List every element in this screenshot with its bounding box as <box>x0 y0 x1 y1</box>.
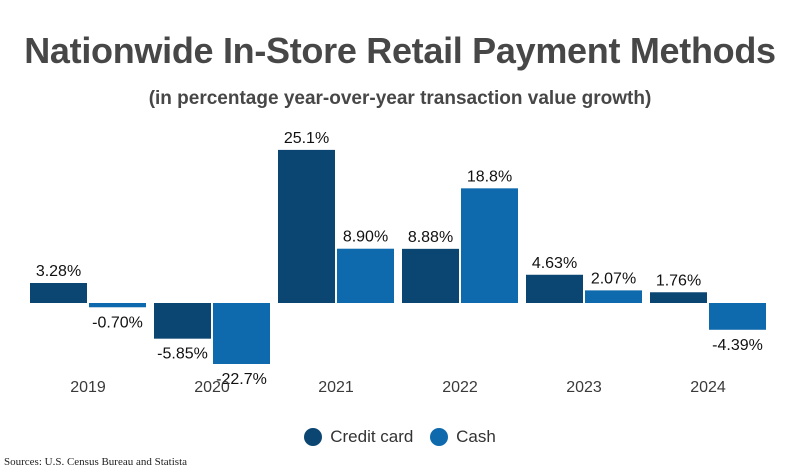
legend-item-cash: Cash <box>430 427 496 447</box>
chart-title: Nationwide In-Store Retail Payment Metho… <box>24 30 776 71</box>
legend-label-cash: Cash <box>456 427 496 446</box>
x-tick-label-2023: 2023 <box>566 379 602 396</box>
data-label-cash-2019: -0.70% <box>92 314 143 331</box>
bar-credit-card-2020 <box>154 303 211 339</box>
bar-cash-2023 <box>585 290 642 303</box>
legend-swatch-credit-card <box>304 428 323 446</box>
data-label-credit-card-2020: -5.85% <box>157 346 208 363</box>
bar-cash-2024 <box>709 303 766 330</box>
legend-label-credit-card: Credit card <box>330 427 414 446</box>
legend-swatch-cash <box>430 428 449 446</box>
data-label-credit-card-2022: 8.88% <box>408 229 453 246</box>
bar-cash-2022 <box>461 188 518 303</box>
data-label-cash-2020: -22.7% <box>216 371 267 388</box>
x-tick-label-2024: 2024 <box>690 379 726 396</box>
bar-cash-2019 <box>89 303 146 308</box>
x-tick-label-2019: 2019 <box>70 379 106 396</box>
bar-cash-2020 <box>213 303 270 364</box>
chart-subtitle: (in percentage year-over-year transactio… <box>148 88 652 109</box>
bar-credit-card-2023 <box>526 274 583 303</box>
data-label-credit-card-2019: 3.28% <box>36 263 81 280</box>
legend: Credit card Cash <box>0 427 800 451</box>
bar-credit-card-2019 <box>30 282 87 303</box>
data-label-credit-card-2021: 25.1% <box>284 130 329 147</box>
data-label-cash-2024: -4.39% <box>712 337 763 354</box>
x-tick-label-2020: 2020 <box>194 379 230 396</box>
bar-cash-2021 <box>337 248 394 303</box>
data-label-credit-card-2023: 4.63% <box>532 255 577 272</box>
legend-item-credit-card: Credit card <box>304 427 413 447</box>
source-note: Sources: U.S. Census Bureau and Statista <box>4 456 188 468</box>
data-label-cash-2022: 18.8% <box>467 168 512 185</box>
data-label-cash-2023: 2.07% <box>591 270 636 287</box>
bar-credit-card-2024 <box>650 292 707 303</box>
x-tick-label-2021: 2021 <box>318 379 354 396</box>
bar-credit-card-2022 <box>402 248 459 303</box>
bar-credit-card-2021 <box>278 149 335 303</box>
bar-chart: 3.28% -0.70% 2019 -5.85% -22.7%2020 25.1% 8.90… <box>30 130 766 396</box>
data-label-cash-2021: 8.90% <box>343 229 388 246</box>
x-tick-label-2022: 2022 <box>442 379 478 396</box>
data-label-credit-card-2024: 1.76% <box>656 272 701 289</box>
